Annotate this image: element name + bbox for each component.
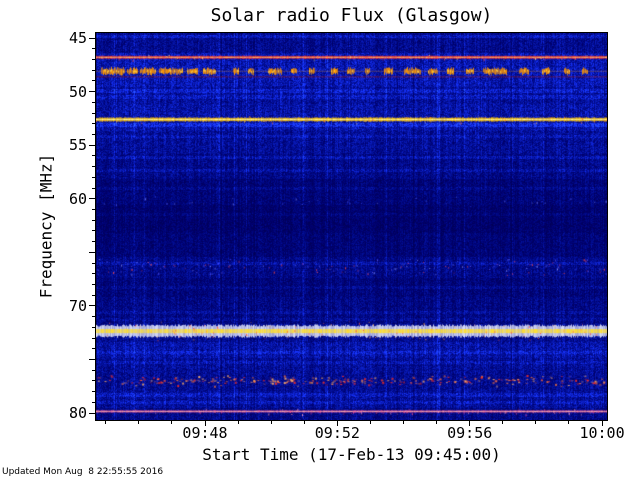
y-tick-major	[89, 412, 95, 414]
y-tick-label: 45	[68, 29, 87, 48]
x-tick-minor	[303, 421, 305, 424]
chart-title: Solar radio Flux (Glasgow)	[210, 5, 493, 26]
y-tick-minor	[92, 69, 95, 71]
y-tick-minor	[92, 219, 95, 221]
y-tick-minor	[92, 133, 95, 135]
y-tick-minor	[92, 48, 95, 50]
y-tick-minor	[92, 187, 95, 189]
y-tick-major	[89, 37, 95, 39]
y-tick-minor	[92, 123, 95, 125]
y-tick-minor	[92, 80, 95, 82]
x-tick-minor	[369, 421, 371, 424]
spectrogram-canvas	[96, 33, 607, 420]
x-tick-major	[336, 421, 338, 426]
y-tick-major	[89, 198, 95, 200]
y-tick-major	[89, 251, 95, 253]
x-tick-minor	[105, 421, 107, 424]
x-tick-minor	[403, 421, 405, 424]
y-tick-minor	[92, 283, 95, 285]
y-tick-minor	[92, 337, 95, 339]
y-tick-minor	[92, 166, 95, 168]
y-tick-minor	[92, 176, 95, 178]
y-tick-minor	[92, 316, 95, 318]
x-tick-major	[601, 421, 603, 426]
x-tick-minor	[568, 421, 570, 424]
x-tick-minor	[502, 421, 504, 424]
y-tick-minor	[92, 230, 95, 232]
y-tick-minor	[92, 401, 95, 403]
y-tick-minor	[92, 112, 95, 114]
x-tick-label: 09:56	[447, 424, 493, 442]
y-tick-label: 55	[68, 136, 87, 155]
y-tick-label: 70	[68, 296, 87, 315]
x-tick-minor	[237, 421, 239, 424]
y-tick-minor	[92, 326, 95, 328]
y-tick-label: 80	[68, 404, 87, 423]
y-tick-minor	[92, 380, 95, 382]
y-tick-minor	[92, 262, 95, 264]
y-axis-title: Frequency [MHz]	[36, 153, 56, 299]
y-tick-minor	[92, 369, 95, 371]
x-tick-minor	[270, 421, 272, 424]
y-tick-major	[89, 144, 95, 146]
y-tick-minor	[92, 101, 95, 103]
y-tick-major	[89, 91, 95, 93]
y-tick-minor	[92, 294, 95, 296]
x-tick-major	[204, 421, 206, 426]
y-tick-minor	[92, 391, 95, 393]
y-tick-minor	[92, 208, 95, 210]
y-tick-major	[89, 358, 95, 360]
x-tick-minor	[535, 421, 537, 424]
x-tick-minor	[138, 421, 140, 424]
x-tick-label: 09:52	[314, 424, 360, 442]
y-tick-minor	[92, 273, 95, 275]
x-tick-minor	[436, 421, 438, 424]
y-tick-major	[89, 305, 95, 307]
x-tick-minor	[171, 421, 173, 424]
y-tick-minor	[92, 348, 95, 350]
x-tick-label: 09:48	[182, 424, 228, 442]
x-tick-label: 10:00	[579, 424, 625, 442]
updated-timestamp: Updated Mon Aug 8 22:55:55 2016	[2, 467, 164, 477]
x-axis-title: Start Time (17-Feb-13 09:45:00)	[202, 445, 501, 464]
y-tick-label: 60	[68, 189, 87, 208]
y-tick-minor	[92, 58, 95, 60]
x-tick-major	[469, 421, 471, 426]
y-tick-minor	[92, 241, 95, 243]
y-tick-minor	[92, 155, 95, 157]
y-tick-label: 50	[68, 82, 87, 101]
